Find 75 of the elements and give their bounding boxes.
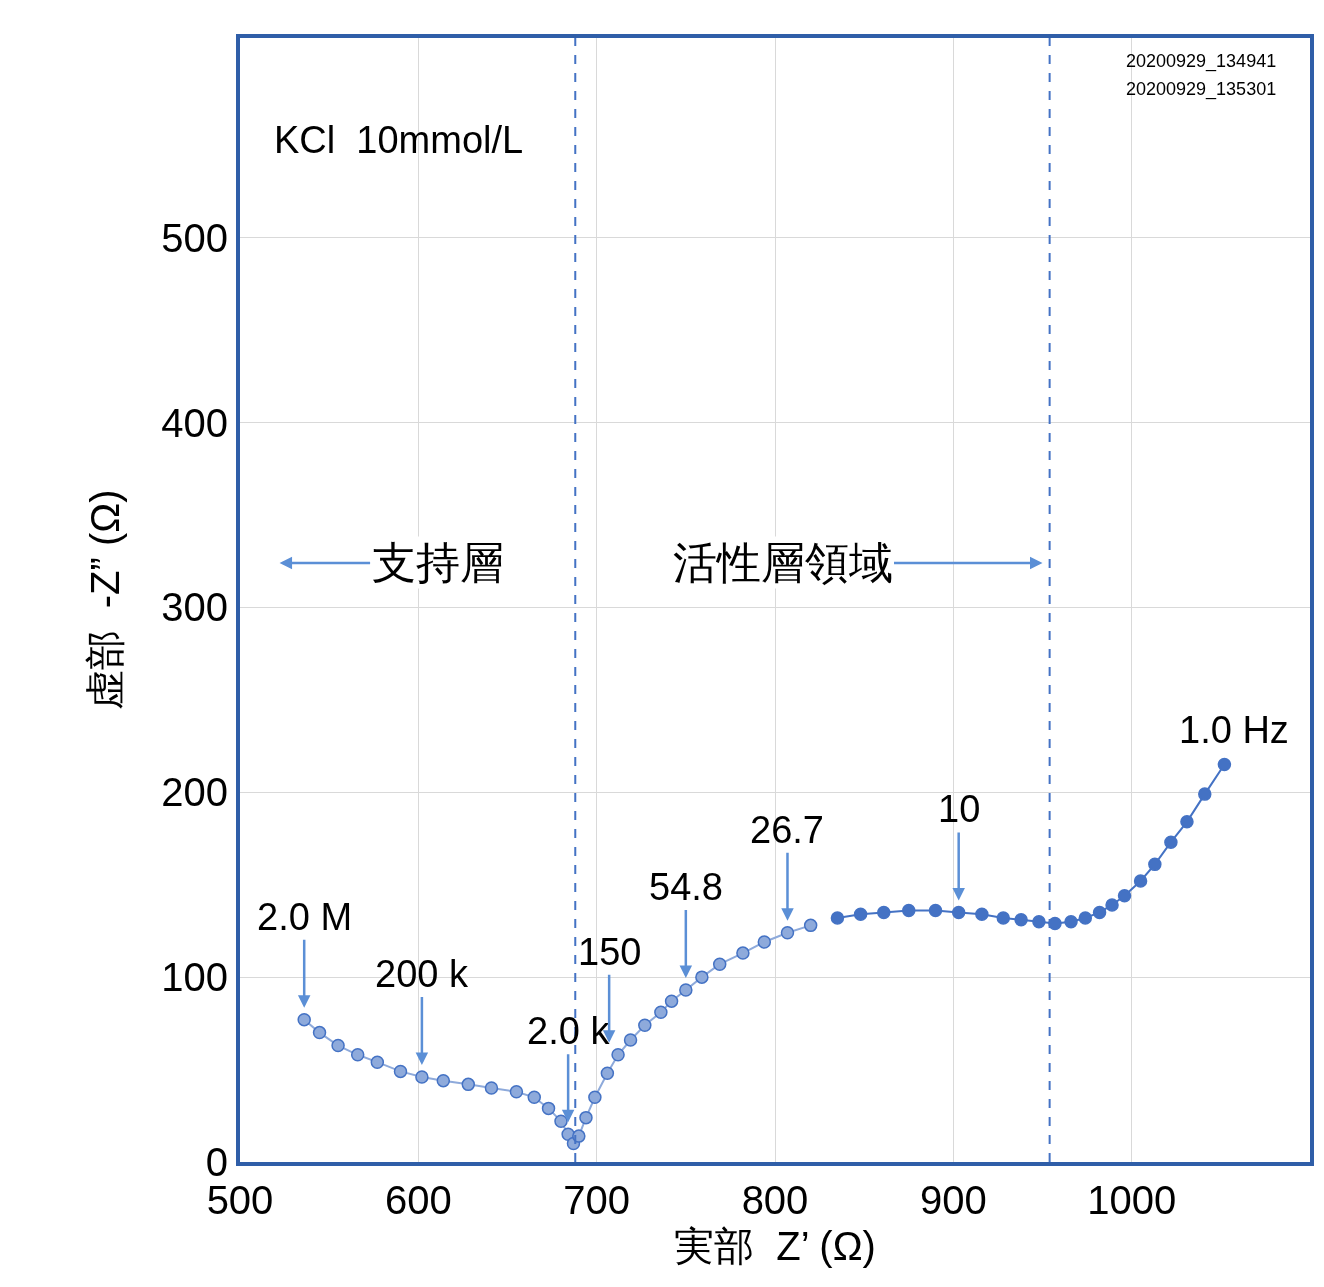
annotation: 20200929_134941 xyxy=(1126,51,1277,72)
point xyxy=(1198,787,1212,801)
annotation: 20200929_135301 xyxy=(1126,79,1277,100)
point xyxy=(951,905,966,920)
point xyxy=(312,1025,327,1040)
x-tick-label: 900 xyxy=(919,1178,987,1222)
point xyxy=(1105,898,1119,912)
annotation: 1.0 Hz xyxy=(1179,709,1289,751)
point xyxy=(1217,757,1232,772)
point xyxy=(1164,835,1178,849)
point xyxy=(853,907,868,922)
y-tick-label: 200 xyxy=(161,770,228,815)
x-axis-title: 実部 Z’ (Ω) xyxy=(674,1224,876,1268)
point xyxy=(484,1081,499,1095)
point xyxy=(588,1090,602,1105)
point xyxy=(509,1085,524,1099)
point xyxy=(1092,905,1107,920)
point xyxy=(600,1066,615,1080)
annotation: 活性層領域 xyxy=(673,538,893,587)
point xyxy=(331,1038,345,1053)
x-tick-label: 700 xyxy=(563,1178,631,1222)
point xyxy=(877,905,891,920)
point xyxy=(736,946,750,960)
point xyxy=(757,935,772,949)
x-tick-label: 1000 xyxy=(1087,1178,1177,1222)
annotation: 2.0 M xyxy=(257,896,353,938)
point xyxy=(803,918,818,933)
point xyxy=(297,1012,311,1027)
point xyxy=(830,911,845,925)
y-tick-label: 400 xyxy=(161,400,228,445)
point xyxy=(579,1110,593,1125)
point xyxy=(928,903,943,918)
point xyxy=(902,903,916,918)
point xyxy=(370,1055,385,1069)
point xyxy=(436,1073,451,1088)
annotation: KCl 10mmol/L xyxy=(274,119,524,161)
y-tick-label: 300 xyxy=(161,585,228,630)
point xyxy=(1014,913,1028,927)
point xyxy=(541,1101,556,1116)
point xyxy=(654,1005,668,1019)
point xyxy=(1064,914,1078,929)
point xyxy=(695,970,709,984)
point xyxy=(350,1048,365,1062)
y-axis-title: 虚部 -Z” (Ω) xyxy=(83,489,128,711)
point xyxy=(393,1064,408,1079)
point xyxy=(664,994,679,1008)
annotation: 200 k xyxy=(375,953,469,995)
point xyxy=(712,957,727,971)
annotation: 150 xyxy=(578,931,642,973)
x-tick-label: 800 xyxy=(741,1178,809,1222)
point xyxy=(415,1070,429,1084)
point xyxy=(1117,889,1132,903)
annotation: 10 xyxy=(938,788,981,830)
point xyxy=(975,907,989,922)
point xyxy=(527,1090,541,1105)
point xyxy=(611,1048,625,1062)
point xyxy=(638,1018,652,1032)
point xyxy=(572,1129,586,1143)
annotation: 54.8 xyxy=(649,866,723,908)
point xyxy=(1180,815,1194,829)
point xyxy=(780,926,795,940)
point xyxy=(1133,874,1148,888)
point xyxy=(1078,911,1093,925)
point xyxy=(554,1114,568,1129)
point xyxy=(1032,914,1046,929)
point xyxy=(461,1077,476,1092)
point xyxy=(1148,857,1162,872)
y-tick-label: 500 xyxy=(161,215,228,260)
y-tick-label: 100 xyxy=(161,955,228,1000)
point xyxy=(996,911,1011,925)
point xyxy=(623,1033,638,1047)
point xyxy=(679,983,693,997)
x-tick-label: 600 xyxy=(384,1178,452,1222)
annotation: 支持層 xyxy=(372,538,504,587)
annotation: 26.7 xyxy=(750,809,824,851)
